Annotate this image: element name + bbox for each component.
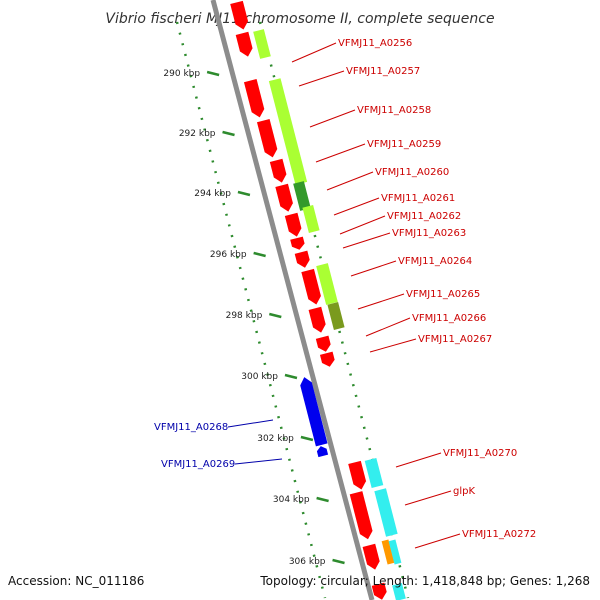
label-leader-line bbox=[309, 109, 356, 128]
label-leader-line bbox=[357, 293, 405, 310]
gene-label[interactable]: VFMJ11_A0266 bbox=[412, 313, 486, 324]
kbp-tick-mark bbox=[253, 251, 266, 258]
gene-label[interactable]: VFMJ11_A0259 bbox=[367, 139, 441, 150]
kbp-tick-label: 306 kbp bbox=[289, 557, 326, 567]
gene-label[interactable]: VFMJ11_A0265 bbox=[406, 289, 480, 300]
label-leader-line bbox=[234, 458, 283, 465]
gene-label[interactable]: VFMJ11_A0260 bbox=[375, 167, 449, 178]
gene-feature-bar bbox=[302, 205, 320, 233]
kbp-tick-mark bbox=[222, 130, 235, 137]
label-leader-line bbox=[404, 490, 452, 506]
label-leader-line bbox=[365, 317, 411, 337]
gene-label[interactable]: VFMJ11_A0261 bbox=[381, 193, 455, 204]
gene-feature-bar bbox=[268, 78, 308, 185]
gene-feature-bar bbox=[253, 29, 271, 59]
label-leader-line bbox=[350, 260, 397, 277]
kbp-tick-mark bbox=[206, 70, 220, 77]
kbp-tick-mark bbox=[237, 190, 251, 197]
forward-cds-arrow bbox=[243, 78, 265, 118]
features bbox=[230, 0, 406, 600]
inner-tick-track bbox=[175, 21, 327, 599]
label-leader-line bbox=[326, 171, 374, 191]
forward-cds-arrow bbox=[349, 491, 373, 540]
gene-feature-bar bbox=[364, 457, 384, 489]
map-title: Vibrio fischeri MJ11 chromosome II, comp… bbox=[105, 11, 494, 27]
forward-cds-arrow bbox=[348, 460, 367, 490]
kbp-tick-mark bbox=[316, 496, 329, 503]
forward-cds-arrow bbox=[315, 335, 331, 352]
kbp-tick-label: 294 kbp bbox=[194, 189, 231, 199]
gene-label[interactable]: VFMJ11_A0257 bbox=[346, 66, 420, 77]
label-leader-line bbox=[333, 197, 380, 216]
reverse-cds-arrow bbox=[300, 377, 328, 447]
forward-cds-arrow bbox=[301, 268, 321, 305]
gene-feature-bar bbox=[374, 488, 398, 537]
gene-label[interactable]: VFMJ11_A0263 bbox=[392, 228, 466, 239]
gene-feature-bar bbox=[316, 263, 338, 305]
kbp-tick-mark bbox=[300, 435, 314, 442]
kbp-tick-label: 304 kbp bbox=[273, 495, 310, 505]
accession-text: Accession: NC_011186 bbox=[8, 574, 145, 588]
kbp-ticks: 290 kbp 292 kbp 294 kbp 296 kbp 298 kbp 300 k… bbox=[163, 69, 345, 567]
label-leader-line bbox=[395, 452, 442, 468]
gene-feature-bar bbox=[293, 181, 311, 211]
gene-label[interactable]: VFMJ11_A0270 bbox=[443, 448, 517, 459]
gene-label[interactable]: VFMJ11_A0256 bbox=[338, 38, 412, 49]
label-leader-line bbox=[315, 143, 366, 163]
forward-cds-arrow bbox=[275, 183, 293, 212]
gene-label[interactable]: VFMJ11_A0272 bbox=[462, 529, 536, 540]
forward-cds-arrow bbox=[230, 0, 249, 30]
forward-cds-arrow bbox=[319, 351, 335, 367]
kbp-tick-label: 300 kbp bbox=[241, 372, 278, 382]
kbp-tick-mark bbox=[268, 312, 282, 319]
gene-label[interactable]: VFMJ11_A0267 bbox=[418, 334, 492, 345]
label-leader-line bbox=[342, 232, 391, 249]
kbp-tick-mark bbox=[284, 373, 298, 380]
gene-feature-bar bbox=[327, 302, 345, 330]
forward-cds-arrow bbox=[256, 118, 278, 158]
kbp-tick-mark bbox=[332, 558, 345, 565]
genome-summary: Topology: circular; Length: 1,418,848 bp… bbox=[260, 574, 590, 588]
gene-feature-bar bbox=[392, 583, 406, 600]
forward-cds-arrow bbox=[284, 212, 302, 237]
sequence-backbone bbox=[210, 0, 375, 600]
label-leader-line bbox=[227, 419, 274, 428]
reverse-cds-arrow bbox=[316, 446, 329, 458]
label-leader-line bbox=[339, 215, 386, 235]
label-leader-line bbox=[291, 42, 337, 63]
forward-cds-arrow bbox=[290, 236, 305, 250]
kbp-tick-label: 302 kbp bbox=[257, 434, 294, 444]
label-leader-line bbox=[369, 338, 417, 353]
kbp-tick-label: 296 kbp bbox=[210, 250, 247, 260]
gene-feature-bar bbox=[388, 539, 402, 565]
forward-cds-arrow bbox=[269, 158, 287, 183]
gene-label[interactable]: VFMJ11_A0268 bbox=[154, 422, 228, 433]
gene-label[interactable]: VFMJ11_A0262 bbox=[387, 211, 461, 222]
gene-feature-bar bbox=[381, 539, 395, 565]
forward-cds-arrow bbox=[362, 543, 380, 570]
forward-cds-arrow bbox=[308, 306, 326, 333]
gene-label[interactable]: glpK bbox=[453, 486, 475, 497]
forward-cds-arrow bbox=[235, 31, 253, 57]
gene-labels: VFMJ11_A0256 VFMJ11_A0257 VFMJ11_A0258 VFMJ… bbox=[154, 38, 536, 549]
gene-label[interactable]: VFMJ11_A0269 bbox=[161, 459, 235, 470]
gene-label[interactable]: VFMJ11_A0264 bbox=[398, 256, 472, 267]
label-leader-line bbox=[298, 70, 345, 87]
kbp-tick-label: 298 kbp bbox=[226, 311, 263, 321]
forward-cds-arrow bbox=[371, 582, 387, 600]
kbp-tick-label: 292 kbp bbox=[179, 129, 216, 139]
gene-label[interactable]: VFMJ11_A0258 bbox=[357, 105, 431, 116]
kbp-tick-label: 290 kbp bbox=[163, 69, 200, 79]
forward-cds-arrow bbox=[294, 250, 310, 268]
label-leader-line bbox=[414, 533, 461, 549]
